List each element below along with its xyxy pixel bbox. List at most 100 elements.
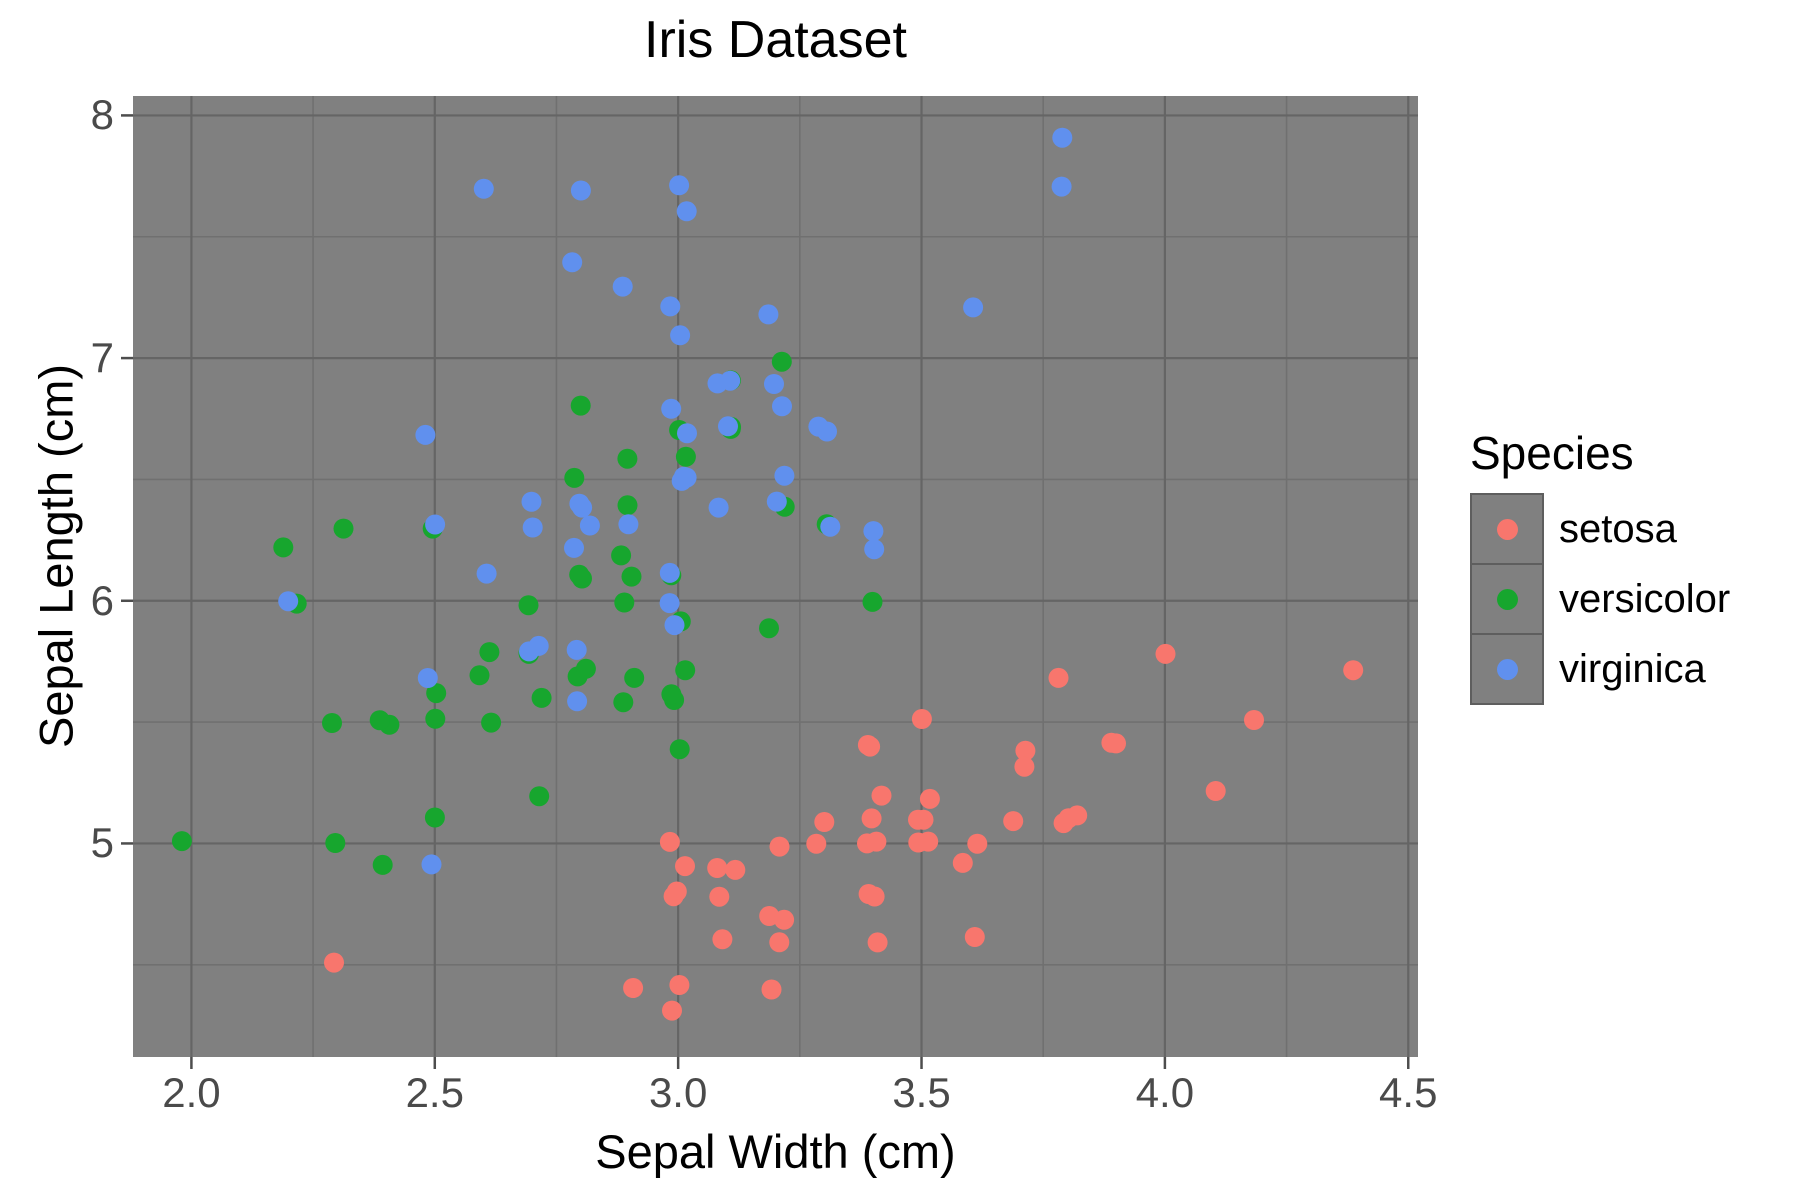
data-point-virginica	[476, 563, 497, 584]
data-point-setosa	[1003, 811, 1024, 832]
y-tick-label: 7	[90, 334, 114, 382]
legend-label-setosa: setosa	[1559, 506, 1677, 551]
data-point-setosa	[1014, 756, 1035, 777]
data-point-virginica	[519, 641, 539, 662]
data-point-versicolor	[426, 683, 447, 704]
legend-entry-virginica: virginica	[1470, 633, 1730, 706]
data-point-virginica	[820, 516, 841, 537]
data-point-virginica	[661, 398, 682, 419]
data-point-versicolor	[575, 658, 596, 679]
data-point-virginica	[1051, 176, 1072, 197]
legend-dot-versicolor	[1496, 588, 1518, 610]
data-point-versicolor	[372, 854, 393, 875]
data-point-setosa	[952, 852, 973, 873]
data-point-virginica	[473, 178, 494, 199]
data-point-setosa	[709, 886, 730, 907]
data-point-versicolor	[675, 660, 696, 681]
data-point-virginica	[764, 374, 784, 394]
x-tick-label: 4.5	[1379, 1069, 1438, 1116]
x-tick-label: 2.5	[405, 1069, 464, 1116]
data-point-virginica	[863, 521, 884, 542]
legend-entry-setosa: setosa	[1470, 493, 1730, 566]
legend-dot-setosa	[1496, 518, 1518, 540]
data-point-virginica	[664, 615, 685, 636]
data-point-virginica	[676, 201, 697, 222]
data-point-versicolor	[322, 713, 342, 733]
data-point-versicolor	[771, 351, 792, 372]
data-point-virginica	[1052, 127, 1073, 148]
data-point-versicolor	[333, 518, 354, 539]
data-point-virginica	[562, 252, 583, 273]
data-point-virginica	[567, 691, 588, 712]
data-point-setosa	[774, 909, 795, 930]
y-axis-label: Sepal Length (cm)	[29, 363, 83, 749]
data-point-setosa	[867, 932, 888, 953]
data-point-versicolor	[564, 467, 585, 488]
data-point-setosa	[761, 979, 782, 1000]
data-point-versicolor	[617, 448, 638, 469]
data-point-setosa	[1205, 781, 1226, 801]
data-point-setosa	[769, 932, 790, 953]
data-point-virginica	[963, 297, 984, 318]
data-point-versicolor	[621, 566, 642, 587]
data-point-versicolor	[325, 833, 346, 853]
data-point-virginica	[564, 537, 584, 558]
data-point-setosa	[1244, 710, 1264, 730]
data-point-virginica	[766, 491, 787, 512]
x-tick-label: 3.5	[892, 1069, 951, 1116]
data-point-versicolor	[273, 537, 294, 558]
data-point-setosa	[324, 952, 344, 973]
data-point-versicolor	[425, 708, 446, 729]
legend-label-versicolor: versicolor	[1559, 576, 1731, 621]
data-point-virginica	[618, 514, 639, 535]
legend: Species setosa versicolor virginica	[1470, 426, 1731, 706]
data-point-versicolor	[369, 710, 390, 731]
data-point-virginica	[670, 325, 691, 346]
data-point-versicolor	[479, 642, 500, 663]
data-point-versicolor	[661, 684, 682, 705]
data-point-versicolor	[531, 687, 552, 708]
data-point-setosa	[769, 836, 790, 857]
data-point-virginica	[521, 491, 542, 512]
x-tick-label: 3.0	[648, 1069, 708, 1116]
data-point-versicolor	[469, 665, 490, 686]
data-point-virginica	[677, 423, 697, 444]
data-point-setosa	[1048, 667, 1069, 688]
data-point-setosa	[666, 881, 687, 902]
data-point-virginica	[566, 639, 587, 660]
panel-background	[133, 96, 1418, 1057]
data-point-setosa	[871, 785, 892, 806]
data-point-setosa	[919, 788, 940, 809]
data-point-versicolor	[569, 564, 590, 585]
data-point-virginica	[660, 296, 681, 317]
data-point-virginica	[758, 304, 779, 325]
data-point-setosa	[911, 709, 932, 729]
legend-label-virginica: virginica	[1559, 646, 1706, 691]
data-point-versicolor	[617, 495, 638, 516]
data-point-virginica	[278, 591, 299, 612]
data-point-versicolor	[759, 618, 779, 639]
data-point-virginica	[421, 854, 442, 875]
y-tick-label: 6	[90, 576, 114, 624]
data-point-virginica	[415, 424, 436, 445]
data-point-versicolor	[669, 739, 690, 760]
data-point-virginica	[707, 373, 728, 394]
y-tick-label: 5	[90, 819, 114, 867]
data-point-setosa	[712, 929, 733, 950]
data-point-virginica	[864, 539, 885, 560]
data-point-virginica	[659, 593, 680, 614]
data-point-setosa	[623, 978, 644, 998]
data-point-virginica	[669, 175, 690, 196]
data-point-virginica	[808, 416, 829, 437]
data-point-setosa	[659, 831, 680, 852]
data-point-versicolor	[570, 395, 591, 416]
data-point-versicolor	[613, 692, 634, 713]
data-point-setosa	[1015, 740, 1036, 761]
data-point-virginica	[612, 276, 633, 297]
data-point-setosa	[1053, 813, 1074, 834]
y-tick-label: 8	[90, 91, 114, 139]
data-point-versicolor	[611, 545, 632, 566]
data-point-setosa	[964, 927, 985, 947]
data-point-versicolor	[862, 591, 883, 612]
